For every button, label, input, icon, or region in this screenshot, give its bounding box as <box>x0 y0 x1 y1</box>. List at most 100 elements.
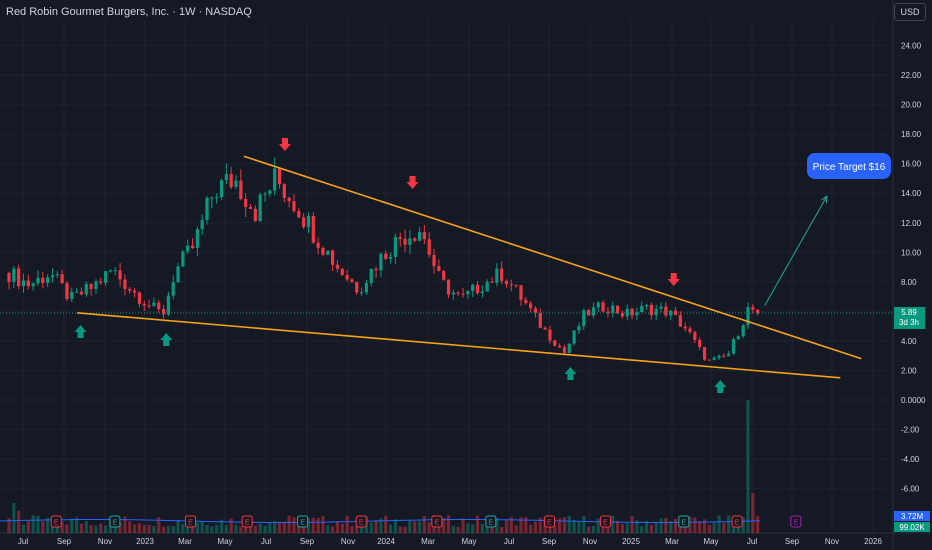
volume-bar <box>756 516 760 533</box>
volume-bar <box>331 526 335 533</box>
earnings-marker: E <box>355 515 367 528</box>
x-tick-label: Sep <box>57 537 72 546</box>
candle-body <box>50 275 55 278</box>
arrow-up-icon <box>714 380 727 393</box>
y-tick-label: 16.00 <box>901 160 922 169</box>
candle-body <box>147 305 151 307</box>
candle-body <box>205 197 209 220</box>
x-tick-label: May <box>461 537 476 546</box>
volume-bar <box>277 522 282 533</box>
candle-body <box>186 245 190 252</box>
candle-body <box>683 326 687 329</box>
arrow-up-icon <box>74 325 87 338</box>
candle-body <box>46 277 50 283</box>
candle-body <box>461 293 465 295</box>
candle-body <box>635 312 639 316</box>
candle-body <box>456 292 460 294</box>
candle-body <box>340 268 344 276</box>
x-tick-label: Mar <box>665 537 679 546</box>
x-tick-label: Sep <box>542 537 557 546</box>
candle-body <box>268 190 272 194</box>
candle-body <box>161 308 166 315</box>
earnings-badge <box>109 515 121 528</box>
candle-body <box>606 311 610 314</box>
volume-bar <box>461 518 465 533</box>
x-tick-label: 2024 <box>377 537 395 546</box>
volume-bar <box>205 524 209 533</box>
target-arrowhead <box>820 195 828 204</box>
y-tick-label: 22.00 <box>901 71 922 80</box>
candle-body <box>176 266 180 283</box>
candle-body <box>601 302 605 312</box>
volume-bar <box>693 517 697 533</box>
volume-bar <box>142 524 146 533</box>
candle-body <box>727 353 731 357</box>
volume-ma-badge <box>894 522 930 532</box>
candle-body <box>258 194 262 222</box>
volume-bar <box>311 517 315 533</box>
candle-body <box>471 284 475 291</box>
volume-bar <box>446 515 451 533</box>
volume-bar <box>384 515 388 533</box>
candle-body <box>519 285 523 300</box>
volume-bar <box>316 517 320 533</box>
volume-ma-badge-value: 99.02K <box>899 523 925 532</box>
earnings-letter: E <box>603 520 608 527</box>
candle-body <box>335 264 340 269</box>
volume-bar <box>596 518 600 533</box>
currency-button[interactable]: USD <box>894 3 926 21</box>
volume-bar <box>297 525 301 533</box>
y-tick-label: -6.00 <box>901 485 920 494</box>
candle-body <box>533 308 538 313</box>
candle-body <box>746 307 750 326</box>
candle-body <box>224 174 228 181</box>
candle-body <box>712 357 716 360</box>
volume-bar <box>591 526 596 533</box>
candle-body <box>142 303 146 306</box>
volume-bar <box>504 520 509 533</box>
earnings-marker: E <box>241 515 253 528</box>
volume-bar <box>702 519 707 533</box>
candle-body <box>393 236 397 257</box>
earnings-marker: E <box>431 515 443 528</box>
candle-body <box>113 270 117 272</box>
volume-ma-line <box>0 519 761 523</box>
candle-body <box>239 180 243 200</box>
candle-body <box>669 310 673 316</box>
volume-bar <box>176 519 180 533</box>
earnings-badge <box>431 515 443 528</box>
candle-body <box>350 279 354 283</box>
candle-body <box>543 327 547 330</box>
volume-bar <box>355 525 359 533</box>
candle-body <box>65 283 69 300</box>
candle-body <box>311 215 315 243</box>
y-tick-label: 24.00 <box>901 42 922 51</box>
candle-body <box>99 281 103 283</box>
candle-body <box>94 281 98 289</box>
volume-bar <box>582 516 586 533</box>
volume-bar <box>509 517 513 533</box>
volume-bar <box>514 525 518 533</box>
candle-body <box>219 180 224 198</box>
y-tick-label: 18.00 <box>901 130 922 139</box>
earnings-marker: E <box>185 515 197 528</box>
candle-body <box>717 355 721 358</box>
candle-body <box>210 197 214 199</box>
earnings-letter: E <box>54 520 59 527</box>
candle-body <box>538 312 542 328</box>
grid <box>0 20 893 533</box>
x-tick-label: May <box>703 537 718 546</box>
volume-bar <box>529 524 533 533</box>
candle-body <box>89 284 93 289</box>
candle-body <box>41 277 45 283</box>
candle-body <box>244 199 248 207</box>
candle-body <box>558 345 562 348</box>
candle-body <box>644 304 649 306</box>
x-tick-label: Mar <box>421 537 435 546</box>
volume-bar <box>123 516 127 533</box>
candle-body <box>529 303 533 309</box>
volume-bar <box>379 518 383 533</box>
volume-bar <box>46 517 50 533</box>
volume-bar <box>649 524 653 533</box>
